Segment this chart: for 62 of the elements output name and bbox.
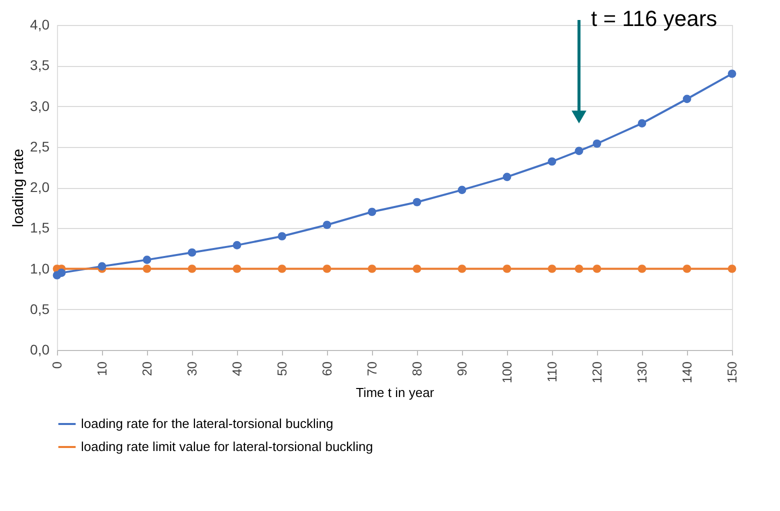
point xyxy=(574,264,584,273)
y-tick-label: 4,0 xyxy=(30,16,50,32)
x-tick-label: 80 xyxy=(410,362,424,376)
point xyxy=(458,186,466,194)
x-tick-label: 70 xyxy=(364,362,380,376)
point xyxy=(548,264,556,273)
point xyxy=(142,264,152,273)
x-axis-title: Time t in year xyxy=(356,385,435,400)
point xyxy=(574,146,584,156)
annotation: t = 116 years xyxy=(591,6,718,31)
y-tick-label: 2,0 xyxy=(30,179,50,195)
x-tick-label: 90 xyxy=(454,362,470,376)
point xyxy=(592,264,602,273)
point xyxy=(412,198,422,206)
point xyxy=(322,264,332,273)
x-tick-label: 20 xyxy=(140,362,154,376)
y-tick-label: 1,0 xyxy=(30,260,50,276)
point xyxy=(368,208,376,216)
point xyxy=(682,264,692,273)
x-tick-label: 120 xyxy=(590,362,604,384)
y-tick-label: 1,5 xyxy=(30,220,50,236)
x-tick-label: 130 xyxy=(634,362,650,384)
x-tick-label: 50 xyxy=(274,362,290,376)
x-tick-label: 40 xyxy=(230,362,244,376)
point xyxy=(412,264,422,273)
point xyxy=(232,241,242,250)
x-tick-label: 150 xyxy=(724,362,740,384)
point xyxy=(502,264,512,273)
point xyxy=(638,264,646,273)
point xyxy=(232,264,242,273)
y-tick-label: 2,5 xyxy=(30,138,50,154)
point xyxy=(278,232,286,240)
point xyxy=(142,256,152,264)
y-tick-label: 0,0 xyxy=(30,342,50,358)
x-tick-label: 110 xyxy=(544,362,560,382)
point xyxy=(368,264,376,273)
legend-label: loading rate for the lateral-torsional buckling xyxy=(81,416,334,431)
point xyxy=(682,94,692,104)
x-tick-label: 30 xyxy=(184,362,200,376)
point xyxy=(322,220,332,230)
y-tick-label: 0,5 xyxy=(30,300,50,317)
point xyxy=(52,271,62,280)
x-tick-label: 0 xyxy=(50,362,64,369)
y-tick-label: 3,0 xyxy=(30,98,50,114)
x-tick-label: 140 xyxy=(680,362,694,384)
legend-label: loading rate limit value for lateral-torsional buckling xyxy=(81,439,373,454)
point xyxy=(728,70,736,78)
point xyxy=(188,264,196,273)
point xyxy=(458,264,466,273)
point xyxy=(548,157,556,166)
x-tick-label: 10 xyxy=(94,362,110,376)
x-tick-label: 60 xyxy=(320,362,334,376)
y-tick-label: 3,5 xyxy=(30,57,50,74)
point xyxy=(728,264,736,273)
point xyxy=(98,262,106,270)
y-axis-title: loading rate xyxy=(10,148,28,228)
x-tick-label: 100 xyxy=(500,362,514,384)
point xyxy=(592,139,602,148)
point xyxy=(188,248,196,257)
point xyxy=(502,172,512,182)
point xyxy=(278,264,286,273)
point xyxy=(638,119,646,128)
